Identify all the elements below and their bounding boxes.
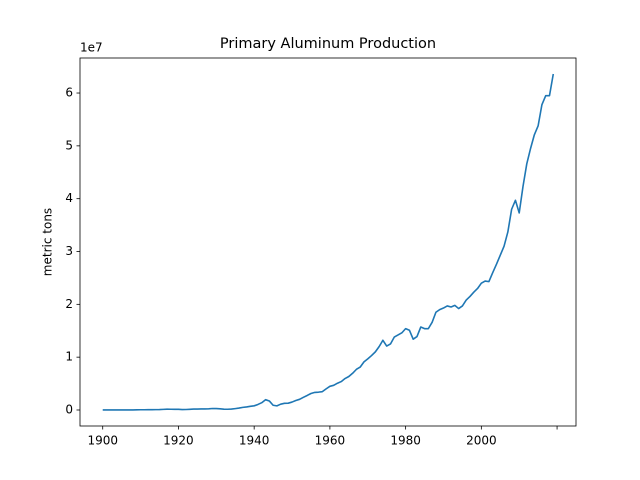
x-tick-label: 1900 bbox=[87, 434, 118, 448]
y-tick-label: 6 bbox=[65, 86, 73, 100]
x-tick-label: 1940 bbox=[239, 434, 270, 448]
chart-title: Primary Aluminum Production bbox=[220, 36, 436, 52]
y-tick-label: 4 bbox=[65, 191, 73, 205]
data-line bbox=[102, 73, 555, 411]
y-tick-label: 0 bbox=[65, 402, 73, 416]
y-tick-label: 3 bbox=[65, 244, 73, 258]
x-tick-label: 1960 bbox=[315, 434, 346, 448]
plot-frame bbox=[79, 57, 577, 427]
y-tick-label: 2 bbox=[65, 297, 73, 311]
x-tick-label: 2000 bbox=[466, 434, 497, 448]
y-tick-label: 5 bbox=[65, 138, 73, 152]
y-axis-label: metric tons bbox=[41, 208, 55, 276]
y-tick-label: 1 bbox=[65, 350, 73, 364]
x-tick-label: 1980 bbox=[390, 434, 421, 448]
x-tick-label: 1920 bbox=[163, 434, 194, 448]
y-offset-label: 1e7 bbox=[80, 41, 103, 55]
